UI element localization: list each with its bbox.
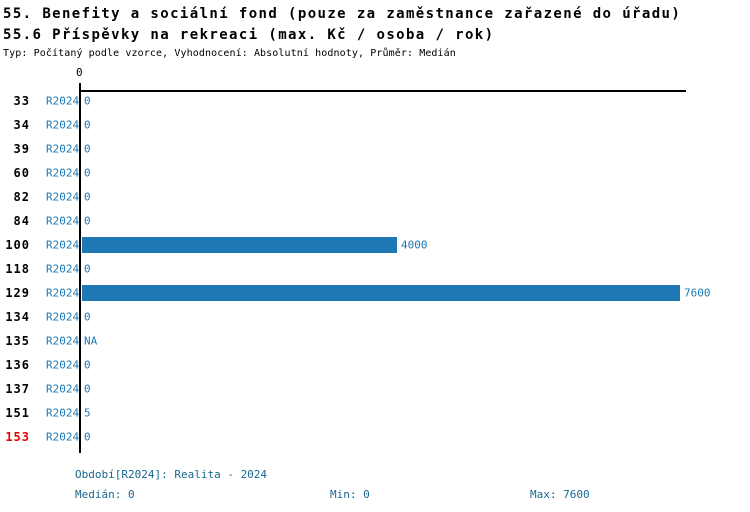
row-id: 34 bbox=[13, 118, 30, 132]
row-period-label: R2024 bbox=[46, 334, 80, 348]
chart-title-line2: 55.6 Příspěvky na rekreaci (max. Kč / os… bbox=[3, 27, 495, 43]
chart-row: 34 R2024 0 bbox=[0, 113, 750, 137]
row-period-label: R2024 bbox=[46, 406, 80, 420]
row-period-label: R2024 bbox=[46, 382, 80, 396]
row-id: 60 bbox=[13, 166, 30, 180]
row-id: 118 bbox=[5, 262, 30, 276]
row-value-label: 0 bbox=[84, 358, 91, 372]
row-id: 153 bbox=[5, 430, 30, 444]
row-value-label: 0 bbox=[84, 190, 91, 204]
chart-row: 137 R2024 0 bbox=[0, 377, 750, 401]
footer-min: Min: 0 bbox=[330, 488, 370, 501]
row-id: 134 bbox=[5, 310, 30, 324]
value-bar bbox=[82, 237, 397, 253]
row-period-label: R2024 bbox=[46, 238, 80, 252]
row-id: 84 bbox=[13, 214, 30, 228]
row-value-label: 5 bbox=[84, 406, 91, 420]
row-value-label: NA bbox=[84, 334, 98, 348]
chart-row: 84 R2024 0 bbox=[0, 209, 750, 233]
chart-rows: 33 R2024 0 34 R2024 0 39 R2024 0 60 R2024 0 82 R2024 0… bbox=[0, 89, 750, 449]
chart-row: 153 R2024 0 bbox=[0, 425, 750, 449]
row-value-label: 0 bbox=[84, 310, 91, 324]
footer-period-info: Období[R2024]: Realita - 2024 bbox=[75, 468, 268, 481]
footer-median: Medián: 0 bbox=[75, 488, 135, 501]
row-period-label: R2024 bbox=[46, 142, 80, 156]
chart-row: 136 R2024 0 bbox=[0, 353, 750, 377]
row-id: 33 bbox=[13, 94, 30, 108]
y-axis-line bbox=[79, 90, 81, 453]
value-bar bbox=[82, 285, 680, 301]
row-id: 136 bbox=[5, 358, 30, 372]
chart-row: 82 R2024 0 bbox=[0, 185, 750, 209]
row-id: 137 bbox=[5, 382, 30, 396]
row-value-label: 0 bbox=[84, 118, 91, 132]
row-period-label: R2024 bbox=[46, 310, 80, 324]
row-period-label: R2024 bbox=[46, 190, 80, 204]
row-value-label: 0 bbox=[84, 214, 91, 228]
row-id: 151 bbox=[5, 406, 30, 420]
row-period-label: R2024 bbox=[46, 430, 80, 444]
chart-row: 129 R2024 7600 bbox=[0, 281, 750, 305]
chart-meta-line: Typ: Počítaný podle vzorce, Vyhodnocení:… bbox=[3, 48, 456, 59]
chart-row: 39 R2024 0 bbox=[0, 137, 750, 161]
chart-row: 60 R2024 0 bbox=[0, 161, 750, 185]
x-axis-tick-mark bbox=[79, 83, 81, 91]
row-period-label: R2024 bbox=[46, 286, 80, 300]
row-value-label: 0 bbox=[84, 166, 91, 180]
row-value-label: 0 bbox=[84, 262, 91, 276]
x-axis-tick-zero: 0 bbox=[76, 66, 83, 79]
row-value-label: 7600 bbox=[684, 286, 711, 300]
chart-row: 100 R2024 4000 bbox=[0, 233, 750, 257]
row-value-label: 0 bbox=[84, 94, 91, 108]
row-id: 129 bbox=[5, 286, 30, 300]
x-axis-line bbox=[80, 90, 686, 92]
row-period-label: R2024 bbox=[46, 358, 80, 372]
row-id: 39 bbox=[13, 142, 30, 156]
row-id: 82 bbox=[13, 190, 30, 204]
row-value-label: 0 bbox=[84, 382, 91, 396]
footer-max: Max: 7600 bbox=[530, 488, 590, 501]
row-period-label: R2024 bbox=[46, 118, 80, 132]
row-value-label: 4000 bbox=[401, 238, 428, 252]
chart-row: 134 R2024 0 bbox=[0, 305, 750, 329]
row-value-label: 0 bbox=[84, 142, 91, 156]
chart-row: 33 R2024 0 bbox=[0, 89, 750, 113]
chart-row: 151 R2024 5 bbox=[0, 401, 750, 425]
chart-row: 135 R2024 NA bbox=[0, 329, 750, 353]
chart-title-line1: 55. Benefity a sociální fond (pouze za z… bbox=[3, 6, 682, 22]
chart-row: 118 R2024 0 bbox=[0, 257, 750, 281]
row-id: 100 bbox=[5, 238, 30, 252]
row-period-label: R2024 bbox=[46, 166, 80, 180]
row-id: 135 bbox=[5, 334, 30, 348]
row-period-label: R2024 bbox=[46, 94, 80, 108]
row-period-label: R2024 bbox=[46, 262, 80, 276]
row-period-label: R2024 bbox=[46, 214, 80, 228]
row-value-label: 0 bbox=[84, 430, 91, 444]
